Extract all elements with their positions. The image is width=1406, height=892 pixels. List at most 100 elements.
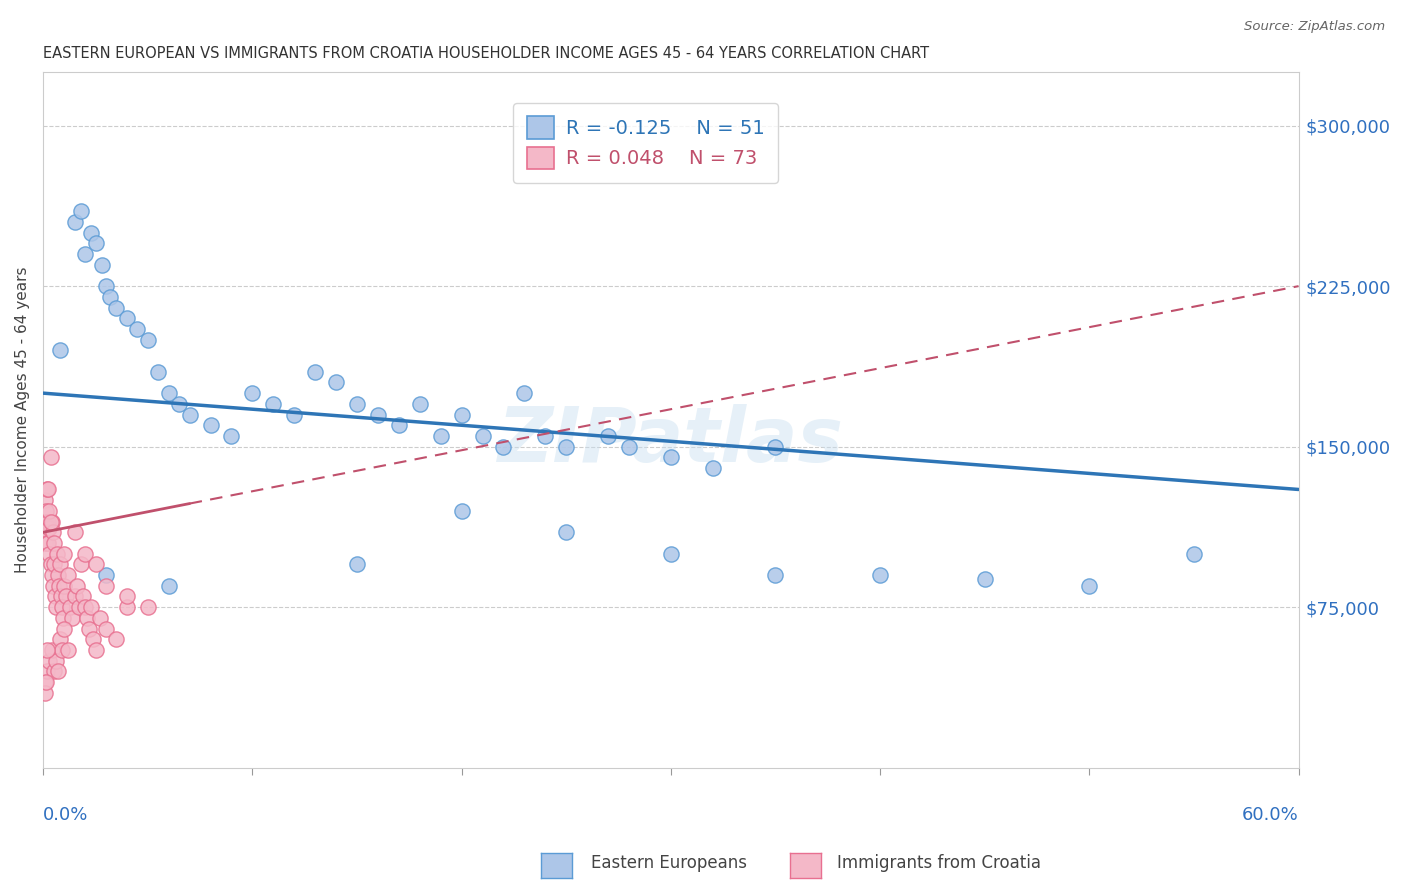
Point [73, 600, 96, 615]
Point [80, 226, 103, 240]
Point [37, 515, 59, 529]
Point [46, 568, 69, 582]
Point [42, 665, 65, 679]
Point [77, 622, 100, 636]
Y-axis label: Householder Income Ages 45 - 64 years: Householder Income Ages 45 - 64 years [15, 267, 30, 574]
Point [283, 408, 305, 422]
Point [659, 547, 682, 561]
Point [555, 440, 578, 454]
Point [53, 622, 76, 636]
Point [34, 493, 56, 508]
Point [492, 440, 515, 454]
Point [702, 461, 724, 475]
Point [67, 600, 90, 615]
Point [41, 579, 63, 593]
Point [35, 504, 58, 518]
Point [409, 397, 432, 411]
Point [66, 579, 89, 593]
Point [49, 558, 72, 572]
Point [45, 547, 67, 561]
Point [598, 429, 620, 443]
Text: 0.0%: 0.0% [44, 806, 89, 824]
Point [34, 675, 56, 690]
Point [42, 536, 65, 550]
Point [58, 643, 80, 657]
Point [49, 632, 72, 647]
Point [63, 525, 86, 540]
Point [76, 611, 98, 625]
Point [167, 397, 190, 411]
Point [41, 525, 63, 540]
Point [70, 204, 93, 219]
Point [94, 622, 117, 636]
Point [659, 450, 682, 465]
Point [58, 568, 80, 582]
Point [94, 568, 117, 582]
Point [450, 504, 472, 518]
Text: EASTERN EUROPEAN VS IMMIGRANTS FROM CROATIA HOUSEHOLDER INCOME AGES 45 - 64 YEAR: EASTERN EUROPEAN VS IMMIGRANTS FROM CROA… [44, 46, 929, 62]
Point [41, 643, 63, 657]
Point [513, 386, 536, 401]
Point [34, 515, 56, 529]
Point [115, 311, 138, 326]
Point [555, 525, 578, 540]
Point [53, 579, 76, 593]
Point [242, 386, 264, 401]
Point [34, 686, 56, 700]
Point [34, 536, 56, 550]
Point [44, 590, 66, 604]
Point [37, 515, 59, 529]
Point [42, 558, 65, 572]
Point [262, 397, 284, 411]
Point [534, 429, 557, 443]
Point [84, 236, 107, 251]
Point [72, 590, 94, 604]
Point [90, 258, 112, 272]
Point [388, 418, 411, 433]
Point [45, 600, 67, 615]
Point [84, 558, 107, 572]
Point [70, 558, 93, 572]
Point [38, 521, 60, 535]
Point [304, 365, 326, 379]
Text: Source: ZipAtlas.com: Source: ZipAtlas.com [1244, 20, 1385, 33]
Point [38, 547, 60, 561]
Point [55, 590, 77, 604]
Point [59, 600, 82, 615]
Point [39, 558, 62, 572]
Point [53, 547, 76, 561]
Text: 60.0%: 60.0% [1241, 806, 1299, 824]
Text: ZIPatlas: ZIPatlas [498, 404, 844, 478]
Point [179, 408, 201, 422]
Point [94, 279, 117, 293]
Point [765, 568, 787, 582]
Point [38, 654, 60, 668]
Point [1078, 579, 1101, 593]
Point [94, 579, 117, 593]
Point [46, 665, 69, 679]
Point [49, 590, 72, 604]
Point [84, 643, 107, 657]
Point [89, 611, 111, 625]
Point [98, 290, 121, 304]
Point [221, 429, 243, 443]
Point [35, 525, 58, 540]
Point [37, 665, 59, 679]
Point [38, 504, 60, 518]
Point [346, 558, 368, 572]
Text: Immigrants from Croatia: Immigrants from Croatia [837, 855, 1040, 872]
Point [1182, 547, 1205, 561]
Point [869, 568, 891, 582]
Point [39, 515, 62, 529]
Point [105, 632, 128, 647]
Point [37, 536, 59, 550]
Point [52, 611, 75, 625]
Point [37, 483, 59, 497]
Point [325, 376, 347, 390]
Point [73, 247, 96, 261]
Point [367, 408, 389, 422]
Point [429, 429, 451, 443]
Text: Eastern Europeans: Eastern Europeans [591, 855, 747, 872]
Point [37, 536, 59, 550]
Point [346, 397, 368, 411]
